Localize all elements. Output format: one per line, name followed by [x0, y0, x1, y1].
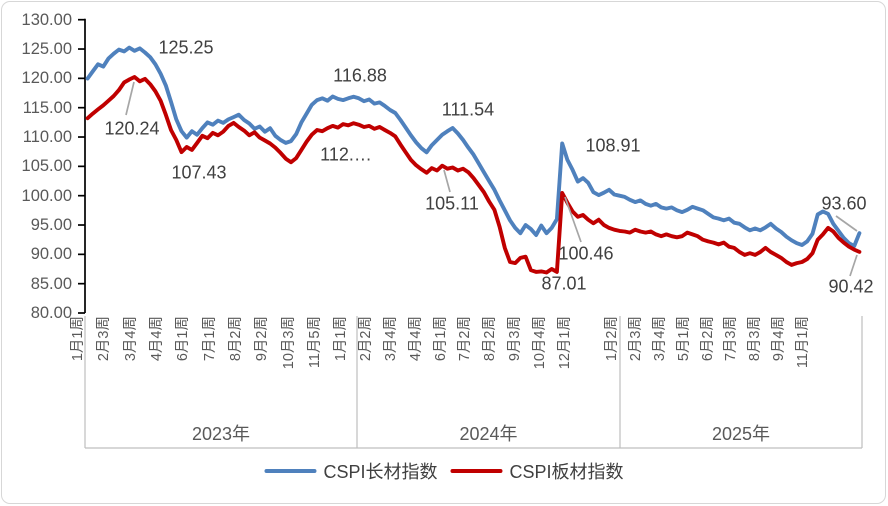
week-label: 9月2周 — [254, 316, 271, 362]
week-label: 9月4周 — [771, 316, 788, 362]
annotation-leader-line — [564, 196, 582, 243]
annotation-label: 111.54 — [441, 99, 495, 120]
week-label: 1月2周 — [604, 316, 620, 362]
week-label: 8月3周 — [747, 316, 764, 362]
legend-label-flat-products: CSPI板材指数 — [509, 462, 624, 482]
annotation-label: 93.60 — [821, 193, 867, 214]
y-axis-tick-label: 100.00 — [21, 186, 72, 205]
week-label: 3月4周 — [382, 316, 399, 362]
week-label: 7月3周 — [723, 316, 740, 362]
week-label: 10月3周 — [280, 316, 297, 370]
annotation-label: 120.24 — [104, 118, 160, 139]
y-axis-tick-label: 90.00 — [30, 245, 72, 264]
annotation-label: 107.43 — [171, 162, 227, 183]
y-axis-tick-label: 115.00 — [22, 98, 72, 117]
annotation-label: 108.91 — [585, 135, 641, 156]
week-label: 11月5周 — [307, 316, 323, 369]
annotation-label: 116.88 — [333, 65, 387, 86]
week-label: 4月4周 — [149, 316, 165, 362]
legend-swatch-flat-products — [450, 468, 503, 474]
week-label: 2月2周 — [357, 316, 374, 362]
year-label: 2025年 — [711, 424, 771, 444]
y-axis-tick-label: 110.00 — [22, 128, 72, 147]
week-label: 9月3周 — [507, 316, 524, 362]
annotation-label: 105.11 — [425, 193, 479, 214]
legend-label-long-products: CSPI长材指数 — [323, 462, 438, 482]
week-label: 5月1周 — [675, 316, 692, 362]
annotation-leader-line — [443, 169, 451, 193]
annotation-label: 90.42 — [828, 276, 874, 297]
annotation-label: 112.… — [320, 144, 372, 165]
week-label: 6月2周 — [699, 316, 716, 362]
week-label: 3月4周 — [122, 316, 139, 362]
legend: CSPI长材指数 CSPI板材指数 — [264, 458, 624, 484]
week-label: 2月3周 — [627, 316, 644, 362]
annotation-leader-line — [125, 81, 135, 116]
week-label: 6月1周 — [175, 316, 192, 362]
week-label: 1月1周 — [333, 316, 349, 362]
week-label: 6月1周 — [432, 316, 449, 362]
annotation-leader-line — [835, 215, 858, 232]
annotation-label: 125.25 — [158, 37, 214, 58]
week-label: 11月1周 — [795, 316, 811, 369]
week-label: 7月2周 — [457, 316, 474, 362]
year-label: 2024年 — [459, 424, 518, 444]
y-axis-tick-label: 85.00 — [30, 274, 72, 293]
week-label: 2月3周 — [96, 316, 113, 362]
y-axis-tick-label: 95.00 — [30, 216, 72, 234]
week-label: 1月1周 — [70, 316, 86, 362]
annotation-label: 87.01 — [541, 273, 587, 294]
y-axis-tick-label: 80.00 — [30, 304, 72, 322]
y-axis-tick-label: 120.00 — [21, 69, 72, 88]
week-label: 12月1周 — [557, 316, 573, 370]
y-axis-tick-label: 130.00 — [21, 10, 72, 29]
series-line-long-products — [85, 45, 862, 249]
week-label: 7月1周 — [201, 316, 218, 362]
legend-swatch-long-products — [264, 468, 317, 474]
annotation-label: 100.46 — [558, 243, 614, 264]
week-label: 3月4周 — [651, 316, 668, 362]
week-label: 4月4周 — [407, 316, 424, 362]
annotation-leader-line — [849, 254, 858, 277]
series-line-flat-products — [85, 75, 862, 275]
y-axis-tick-label: 105.00 — [21, 157, 72, 176]
year-label: 2023年 — [191, 424, 251, 444]
week-label: 8月2周 — [482, 316, 499, 362]
week-label: 8月2周 — [228, 316, 244, 362]
y-axis-tick-label: 125.00 — [21, 40, 72, 59]
week-label: 10月4周 — [532, 316, 549, 370]
